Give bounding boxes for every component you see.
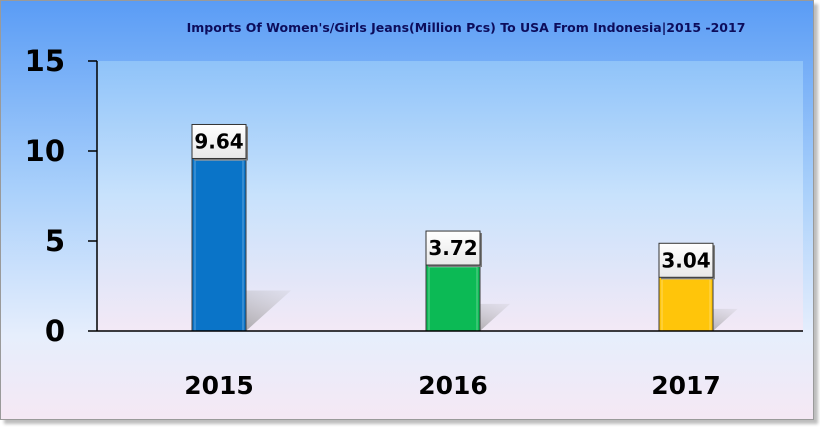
bar-2016 [425, 263, 481, 332]
y-axis-ticks: 0 5 10 15 [25, 44, 97, 348]
y-tick-label: 10 [25, 134, 65, 168]
y-tick-label: 15 [25, 44, 65, 78]
bar-2015 [191, 156, 247, 332]
bars [191, 156, 714, 332]
bar-2017 [658, 275, 714, 332]
chart-frame: Imports Of Women's/Girls Jeans(Million P… [0, 0, 814, 420]
x-tick-label: 2017 [651, 371, 721, 400]
data-label: 3.72 [428, 236, 477, 260]
y-tick-label: 5 [45, 224, 65, 258]
x-axis-ticks: 2015 2016 2017 [184, 371, 721, 400]
x-tick-label: 2015 [184, 371, 254, 400]
data-label-box [191, 123, 247, 159]
chart-title: Imports Of Women's/Girls Jeans(Million P… [187, 20, 746, 35]
x-tick-label: 2016 [418, 371, 488, 400]
data-label: 9.64 [194, 129, 243, 153]
bar-chart: Imports Of Women's/Girls Jeans(Million P… [1, 1, 813, 419]
data-label-box [425, 230, 481, 266]
data-label-box [658, 242, 714, 278]
data-label: 3.04 [661, 248, 710, 272]
y-tick-label: 0 [45, 314, 65, 348]
data-labels: 9.64 3.72 3.04 [191, 123, 715, 280]
